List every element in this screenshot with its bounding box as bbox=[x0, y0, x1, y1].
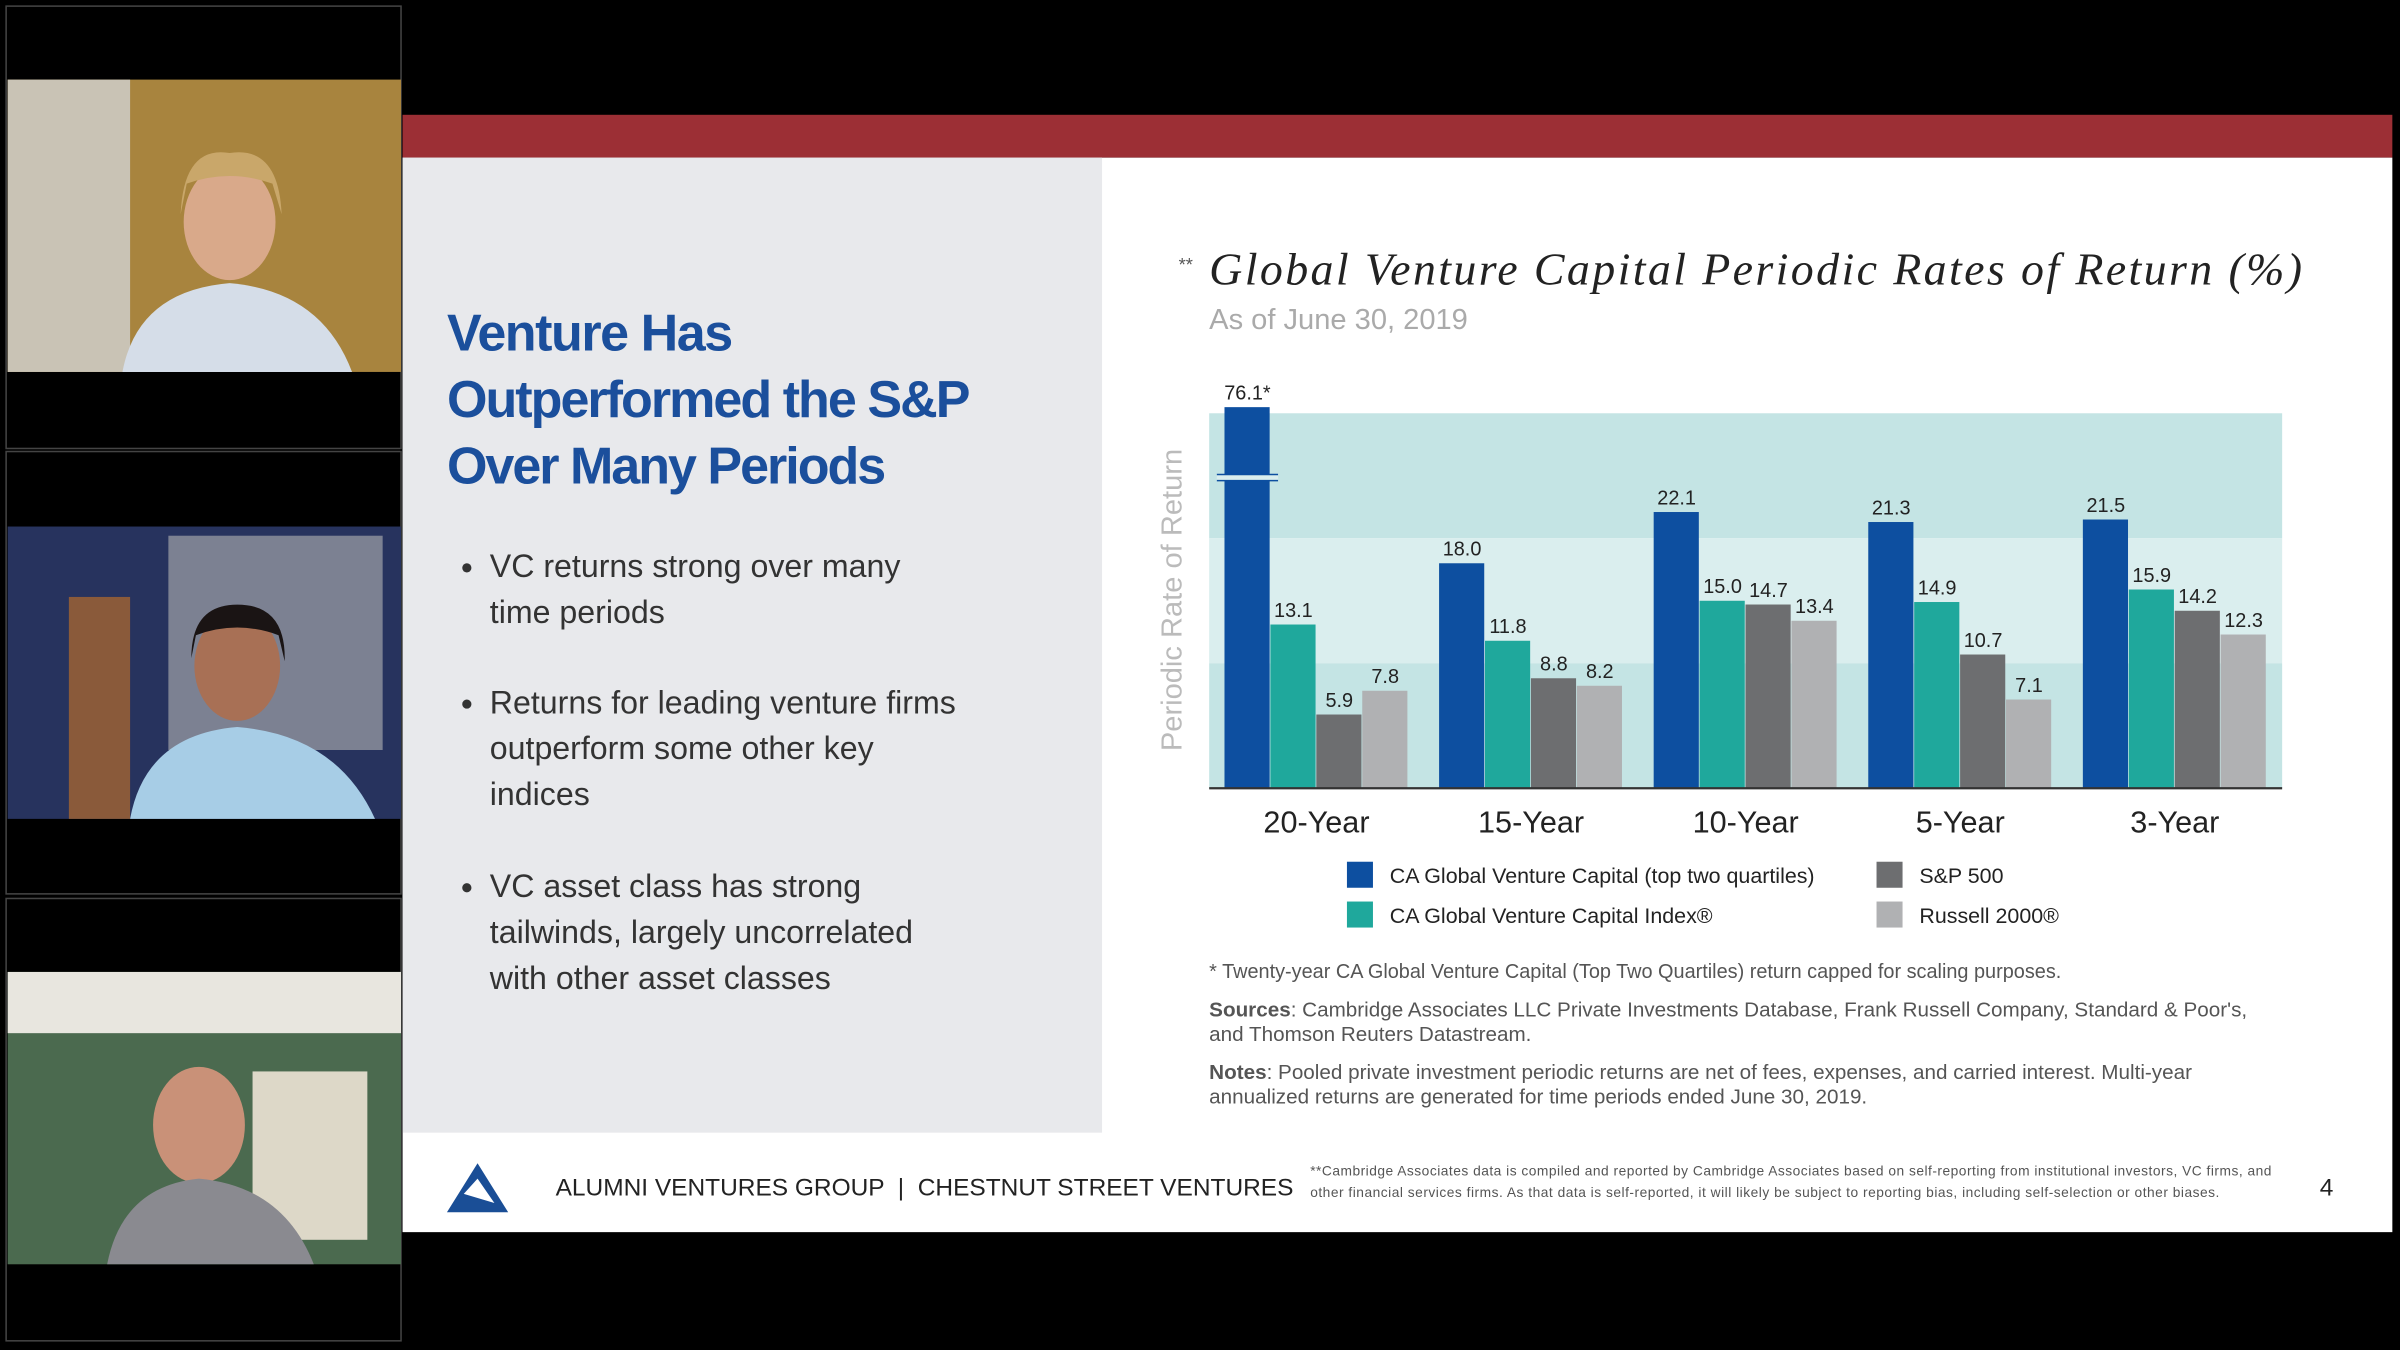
bullet-text: VC returns strong over many bbox=[490, 548, 901, 584]
value-label: 15.9 bbox=[2132, 565, 2171, 587]
logo bbox=[446, 1163, 509, 1213]
plot-band bbox=[1209, 413, 2283, 539]
bar bbox=[2082, 519, 2129, 789]
legend-swatch bbox=[1346, 901, 1373, 928]
bar bbox=[1270, 624, 1316, 789]
legend-label: Russell 2000® bbox=[1919, 904, 2059, 928]
bar bbox=[1439, 563, 1485, 789]
sources-text: : Cambridge Associates LLC Private Inves… bbox=[1291, 998, 2247, 1021]
legend-label: CA Global Venture Capital (top two quart… bbox=[1390, 864, 1815, 888]
value-label: 5.9 bbox=[1325, 690, 1353, 712]
bullet-dot bbox=[462, 699, 472, 709]
value-label: 7.8 bbox=[1371, 666, 1399, 688]
bar bbox=[1745, 604, 1791, 789]
footer-disclaimer: other financial services firms. As that … bbox=[1310, 1185, 2219, 1200]
x-tick-label: 5-Year bbox=[1916, 806, 2005, 840]
value-label: 18.0 bbox=[1443, 539, 1482, 561]
bullet-text: time periods bbox=[490, 594, 665, 630]
bullet-text: VC asset class has strong bbox=[490, 868, 861, 904]
left-panel bbox=[402, 157, 1103, 1133]
notes-text: annualized returns are generated for tim… bbox=[1209, 1086, 1867, 1109]
bullet-text: indices bbox=[490, 776, 590, 812]
chart-title: Global Venture Capital Periodic Rates of… bbox=[1209, 244, 2302, 295]
value-label: 12.3 bbox=[2224, 610, 2263, 632]
title-mark: ** bbox=[1179, 254, 1193, 275]
legend-swatch bbox=[1346, 861, 1373, 888]
value-label: 8.8 bbox=[1540, 654, 1568, 676]
value-label: 76.1* bbox=[1224, 382, 1271, 404]
footer-disclaimer: **Cambridge Associates data is compiled … bbox=[1310, 1164, 2271, 1179]
axis-break bbox=[1216, 474, 1279, 481]
value-label: 21.5 bbox=[2086, 495, 2125, 517]
bar bbox=[1960, 654, 2006, 789]
bar bbox=[1576, 685, 1622, 789]
y-axis-label: Periodic Rate of Return bbox=[1157, 449, 1189, 751]
value-label: 8.2 bbox=[1586, 661, 1614, 683]
value-label: 21.3 bbox=[1872, 497, 1911, 519]
chart-subtitle: As of June 30, 2019 bbox=[1209, 304, 1468, 336]
value-label: 14.2 bbox=[2178, 586, 2217, 608]
value-label: 10.7 bbox=[1964, 630, 2003, 652]
bar bbox=[1316, 714, 1362, 789]
value-label: 11.8 bbox=[1489, 616, 1526, 638]
sources: Sources: Cambridge Associates LLC Privat… bbox=[1209, 998, 2247, 1021]
slide-text: Venture Has Outperformed the S&P Over Many… bbox=[447, 305, 970, 996]
legend-swatch bbox=[1876, 901, 1903, 928]
bullet-text: Returns for leading venture firms bbox=[490, 684, 956, 720]
bar bbox=[1485, 640, 1531, 789]
chart: ** Global Venture Capital Periodic Rates … bbox=[1157, 244, 2302, 1109]
slide-heading: Outperformed the S&P bbox=[447, 371, 970, 429]
bullet-dot bbox=[462, 563, 472, 573]
participant-video[interactable] bbox=[7, 971, 402, 1265]
slide-heading: Over Many Periods bbox=[447, 438, 886, 496]
bullet-text: with other asset classes bbox=[489, 960, 831, 996]
legend-label: S&P 500 bbox=[1919, 864, 2003, 888]
bullet-dot bbox=[462, 883, 472, 893]
sources-text: and Thomson Reuters Datastream. bbox=[1209, 1023, 1531, 1046]
footer-brand: ALUMNI VENTURES GROUP | CHESTNUT STREET … bbox=[556, 1174, 1294, 1201]
bar bbox=[2128, 589, 2174, 789]
bar bbox=[1530, 678, 1577, 789]
value-label: 14.7 bbox=[1749, 580, 1788, 602]
bullet-text: tailwinds, largely uncorrelated bbox=[490, 914, 913, 950]
notes-label: Notes bbox=[1209, 1061, 1266, 1084]
value-label: 13.1 bbox=[1274, 600, 1313, 622]
bar bbox=[1362, 690, 1408, 789]
sources-label: Sources bbox=[1209, 998, 1291, 1021]
value-label: 14.9 bbox=[1918, 577, 1957, 599]
bar bbox=[1699, 600, 1745, 789]
x-tick-label: 3-Year bbox=[2130, 806, 2219, 840]
bar bbox=[1224, 407, 1270, 789]
bar bbox=[2220, 634, 2266, 789]
participant-video[interactable] bbox=[7, 79, 402, 372]
bar bbox=[1868, 522, 1914, 789]
notes-text: : Pooled private investment periodic ret… bbox=[1267, 1061, 2193, 1084]
video-tiles bbox=[5, 5, 402, 1342]
legend-label: CA Global Venture Capital Index® bbox=[1390, 904, 1713, 928]
notes: Notes: Pooled private investment periodi… bbox=[1209, 1061, 2192, 1084]
bar bbox=[2174, 610, 2220, 789]
x-tick-label: 15-Year bbox=[1478, 806, 1584, 840]
slide-heading: Venture Has bbox=[447, 305, 733, 363]
participant-video[interactable] bbox=[7, 526, 402, 819]
x-tick-label: 10-Year bbox=[1693, 806, 1799, 840]
slide-header-bar bbox=[402, 114, 2393, 158]
bar bbox=[1653, 512, 1699, 789]
legend-swatch bbox=[1876, 861, 1903, 888]
value-label: 13.4 bbox=[1795, 596, 1834, 618]
bar bbox=[1914, 602, 1960, 789]
x-tick-label: 20-Year bbox=[1263, 806, 1369, 840]
value-label: 15.0 bbox=[1703, 576, 1742, 598]
value-label: 22.1 bbox=[1657, 487, 1696, 509]
footnote: * Twenty-year CA Global Venture Capital … bbox=[1209, 961, 2061, 983]
value-label: 7.1 bbox=[2015, 675, 2043, 697]
page-number: 4 bbox=[2320, 1174, 2334, 1201]
bar bbox=[1791, 620, 1837, 789]
bullet-text: outperform some other key bbox=[490, 730, 874, 766]
bar bbox=[2006, 699, 2052, 789]
